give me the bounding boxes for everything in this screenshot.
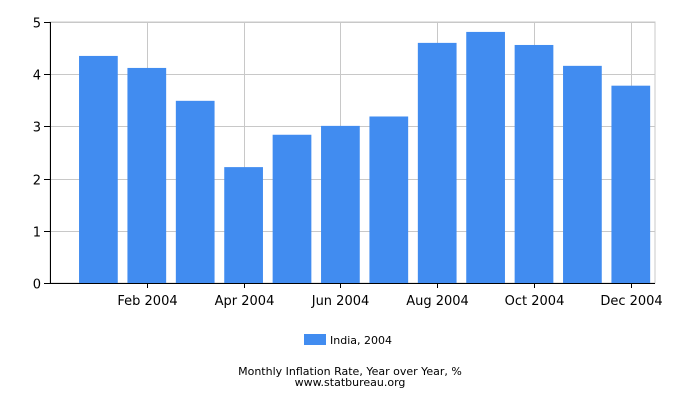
bar xyxy=(224,167,263,283)
x-tick-labels: Feb 2004 Apr 2004 Jun 2004 Aug 2004 Oct 2004… xyxy=(117,294,662,309)
bar xyxy=(321,125,360,284)
y-tick-label: 2 xyxy=(33,174,41,189)
bars xyxy=(79,31,651,284)
x-tick-label: Dec 2004 xyxy=(600,294,662,309)
x-tick-label: Oct 2004 xyxy=(505,294,565,309)
axes xyxy=(44,22,655,288)
y-tick-label: 1 xyxy=(33,226,41,241)
y-tick-label: 5 xyxy=(33,17,41,32)
y-tick-labels: 0 1 2 3 4 5 xyxy=(33,17,41,293)
bar xyxy=(79,55,118,284)
chart-title: Monthly Inflation Rate, Year over Year, … xyxy=(238,365,462,378)
bar xyxy=(563,65,602,284)
y-tick-label: 3 xyxy=(33,121,41,136)
bar xyxy=(514,44,554,283)
y-tick-label: 4 xyxy=(33,69,41,84)
legend-swatch xyxy=(304,334,326,345)
x-tick-label: Feb 2004 xyxy=(117,294,177,309)
bar xyxy=(417,42,457,283)
x-tick-label: Aug 2004 xyxy=(406,294,469,309)
y-tick-label: 0 xyxy=(33,278,41,293)
legend: India, 2004 xyxy=(304,334,392,347)
x-tick-label: Jun 2004 xyxy=(311,294,370,309)
bar xyxy=(272,134,312,283)
bar xyxy=(466,31,505,283)
bar xyxy=(127,67,167,283)
legend-label: India, 2004 xyxy=(330,334,392,347)
bar xyxy=(369,116,409,284)
bar xyxy=(175,100,215,284)
chart-source: www.statbureau.org xyxy=(295,376,406,389)
bar xyxy=(611,85,651,284)
x-tick-label: Apr 2004 xyxy=(215,294,275,309)
